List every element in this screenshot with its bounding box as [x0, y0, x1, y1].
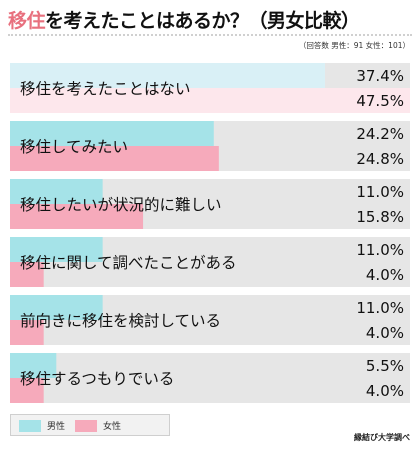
bar-chart: 移住を考えたことはない 37.4% 47.5% 移住してみたい 24.2% 24.8% 移住… — [10, 63, 410, 403]
bar-track-female — [10, 378, 410, 403]
legend-female-swatch — [75, 420, 97, 432]
value-label-female: 24.8% — [356, 150, 404, 168]
value-label-male: 11.0% — [356, 241, 404, 259]
legend-female-label: 女性 — [103, 422, 122, 432]
bar-female — [10, 146, 219, 171]
title-rest: を考えたことはあるか？（男女比較） — [45, 10, 360, 32]
bar-female — [10, 88, 410, 113]
bar-track-male — [10, 353, 410, 378]
value-label-male: 24.2% — [356, 125, 404, 143]
bar-female — [10, 320, 44, 345]
value-label-female: 4.0% — [366, 324, 404, 342]
value-label-male: 11.0% — [356, 299, 404, 317]
value-label-female: 4.0% — [366, 266, 404, 284]
value-label-female: 47.5% — [356, 92, 404, 110]
bar-track-female — [10, 320, 410, 345]
bar-male — [10, 295, 103, 320]
bar-female — [10, 378, 44, 403]
value-label-female: 4.0% — [366, 382, 404, 400]
source-credit: 縁結び大学調べ — [354, 433, 410, 442]
category-label: 移住を考えたことはない — [20, 80, 191, 98]
bar-female — [10, 262, 44, 287]
category-label: 前向きに移住を検討している — [20, 312, 221, 330]
value-label-male: 11.0% — [356, 183, 404, 201]
category-label: 移住してみたい — [20, 138, 128, 156]
title-accent: 移住 — [8, 10, 46, 32]
legend-male-swatch — [19, 420, 41, 432]
bar-male — [10, 63, 325, 88]
bar-male — [10, 179, 103, 204]
value-label-female: 15.8% — [356, 208, 404, 226]
bar-female — [10, 204, 144, 229]
bar-male — [10, 237, 103, 262]
category-label: 移住するつもりでいる — [20, 370, 174, 388]
legend-male-label: 男性 — [47, 422, 66, 432]
title-divider — [8, 34, 412, 36]
category-label: 移住したいが状況的に難しい — [20, 196, 222, 214]
bar-track-female — [10, 262, 410, 287]
respondent-note: （回答数 男性：91 女性：101） — [298, 41, 410, 50]
category-label: 移住に関して調べたことがある — [20, 254, 237, 272]
bar-male — [10, 121, 214, 146]
page-title: 移住を考えたことはあるか？（男女比較） — [8, 6, 360, 33]
bar-male — [10, 353, 57, 378]
value-label-male: 37.4% — [356, 67, 404, 85]
value-label-male: 5.5% — [366, 357, 404, 375]
legend: 男性 女性 — [10, 414, 170, 436]
